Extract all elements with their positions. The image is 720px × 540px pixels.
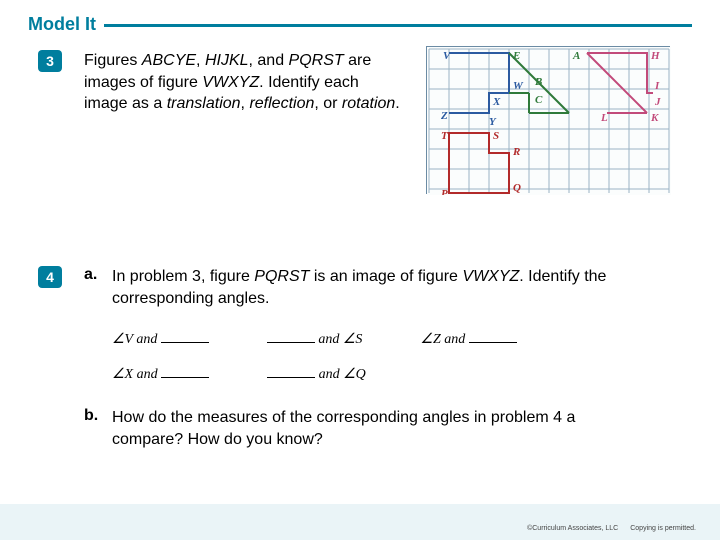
badge-3: 3	[38, 50, 62, 72]
q3-text: Figures ABCYE, HIJKL, and PQRST are imag…	[84, 50, 404, 115]
fill-4: ∠X and	[112, 366, 209, 383]
header-bar: Model It	[28, 14, 692, 34]
geometry-diagram: VEWXZYABCTSRQPHIJKL	[426, 46, 670, 194]
fill-5: and ∠Q	[267, 366, 366, 383]
svg-text:C: C	[535, 94, 543, 106]
svg-text:R: R	[512, 146, 520, 158]
svg-text:K: K	[650, 112, 659, 124]
svg-text:L: L	[600, 112, 608, 124]
badge-4: 4	[38, 266, 62, 288]
blank[interactable]	[267, 366, 315, 378]
fill-row-2: ∠X and and ∠Q	[112, 366, 644, 383]
q3-term3: rotation	[342, 95, 395, 112]
svg-text:W: W	[513, 80, 524, 92]
q4a-label: a.	[84, 266, 112, 309]
q3-fig1: ABCYE	[142, 52, 196, 69]
blank[interactable]	[267, 331, 315, 343]
q3-fig4: VWXYZ	[202, 74, 259, 91]
q3-fig3: PQRST	[289, 52, 344, 69]
svg-text:J: J	[654, 96, 661, 108]
svg-text:Z: Z	[440, 110, 448, 122]
q4-block: a. In problem 3, figure PQRST is an imag…	[84, 266, 644, 468]
fill-row-1: ∠V and and ∠S ∠Z and	[112, 331, 644, 348]
svg-text:Q: Q	[513, 182, 521, 194]
q3-fig2: HIJKL	[205, 52, 249, 69]
blank[interactable]	[161, 366, 209, 378]
svg-text:X: X	[492, 96, 501, 108]
svg-text:A: A	[572, 50, 580, 62]
svg-text:B: B	[534, 76, 542, 88]
footer-text: ©Curriculum Associates, LLCCopying is pe…	[527, 525, 696, 532]
q4b-text: How do the measures of the corresponding…	[112, 407, 644, 450]
fill-3: ∠Z and	[420, 331, 516, 348]
q4b-label: b.	[84, 407, 112, 450]
footer-band	[0, 504, 720, 540]
header-rule	[28, 24, 692, 27]
svg-text:S: S	[493, 130, 499, 142]
q4b: b. How do the measures of the correspond…	[84, 407, 644, 450]
fill-1: ∠V and	[112, 331, 209, 348]
svg-text:I: I	[654, 80, 660, 92]
svg-text:E: E	[512, 50, 520, 62]
q4a-text: In problem 3, figure PQRST is an image o…	[112, 266, 644, 309]
q3-term2: reflection	[249, 95, 314, 112]
blank[interactable]	[469, 331, 517, 343]
q3-p1: Figures	[84, 52, 142, 69]
fill-2: and ∠S	[267, 331, 363, 348]
header-title: Model It	[28, 14, 104, 35]
q3-term1: translation	[167, 95, 241, 112]
svg-text:P: P	[441, 188, 448, 195]
q4a: a. In problem 3, figure PQRST is an imag…	[84, 266, 644, 309]
svg-text:H: H	[650, 50, 660, 62]
blank[interactable]	[161, 331, 209, 343]
